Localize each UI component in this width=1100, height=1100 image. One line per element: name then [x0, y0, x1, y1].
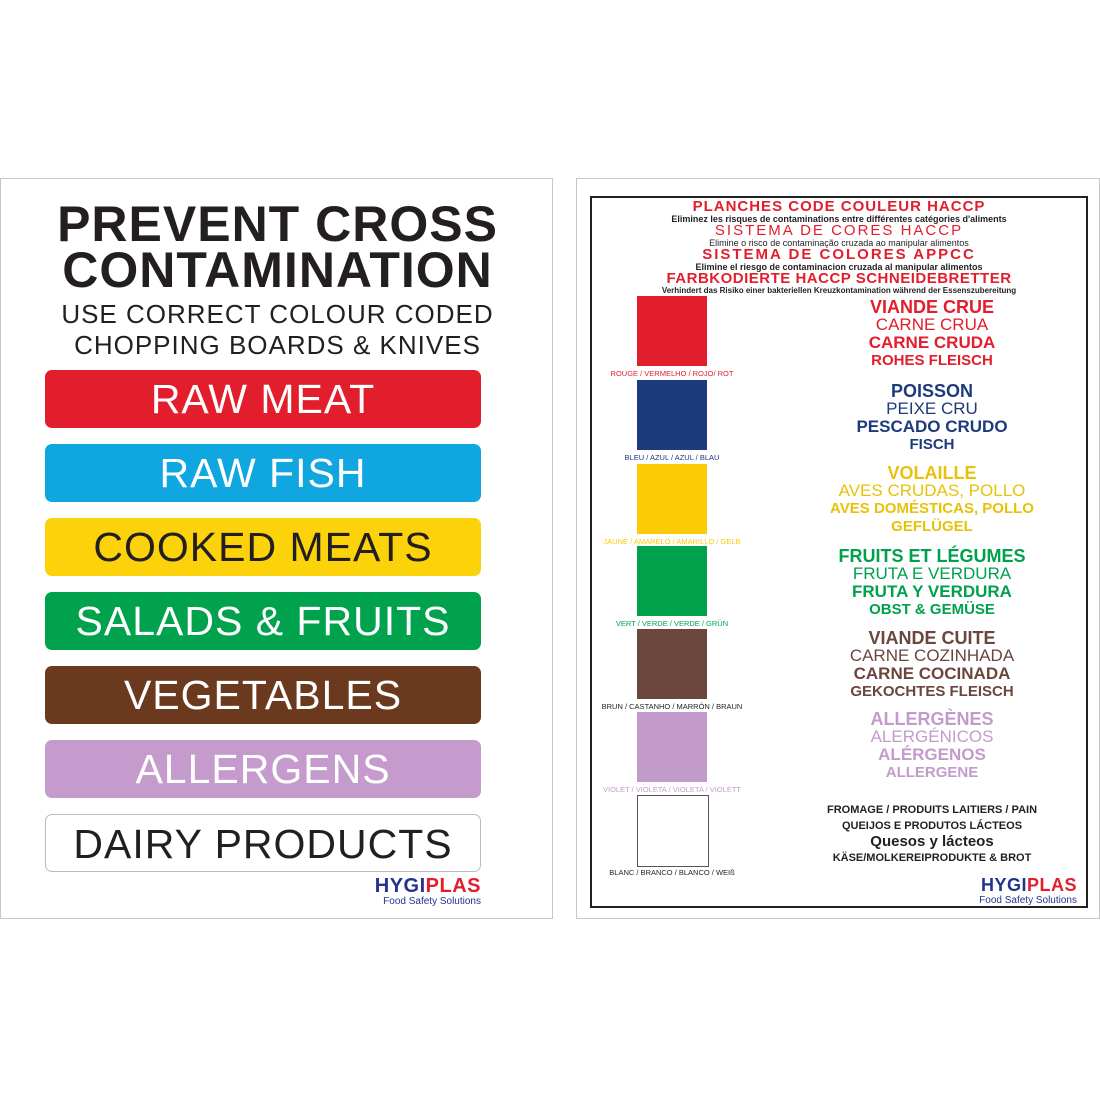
- heading-fr: PLANCHES CODE COULEUR HACCP: [692, 198, 986, 215]
- title-line-2: CONTAMINATION: [62, 242, 493, 298]
- category-text-line: GEFLÜGEL: [891, 518, 973, 535]
- swatch-label: ROUGE / VERMELHO / ROJO/ ROT: [610, 369, 734, 378]
- heading-es: SISTEMA DE COLORES APPCC: [702, 246, 976, 263]
- color-swatch: [637, 795, 709, 867]
- color-swatch: [637, 296, 707, 366]
- swatch-label: VERT / VERDE / VERDE / GRÜN: [615, 619, 729, 628]
- inner-border: PLANCHES CODE COULEUR HACCP Eliminez les…: [590, 196, 1088, 908]
- category-bar: SALADS & FRUITS: [45, 592, 481, 650]
- color-swatch: [637, 546, 707, 616]
- category-text-line: ALLERGÈNES: [870, 709, 994, 729]
- subheading-es: Elimine el riesgo de contaminacion cruza…: [695, 262, 983, 272]
- color-swatch: [637, 629, 707, 699]
- category-text-block: POISSON PEIXE CRU PESCADO CRUDO FISCH: [792, 382, 1072, 454]
- category-bar: DAIRY PRODUCTS: [45, 814, 481, 872]
- subheading-pt: Elimine o risco de contaminação cruzada …: [709, 238, 969, 248]
- color-swatch: [637, 464, 707, 534]
- category-text-line: FISCH: [909, 436, 955, 453]
- category-text-line: CARNE COZINHADA: [849, 646, 1015, 665]
- category-text-line: FRUTA E VERDURA: [852, 564, 1012, 583]
- category-text-line: POISSON: [890, 381, 974, 401]
- category-text-block: VIANDE CRUE CARNE CRUA CARNE CRUDA ROHES FL…: [792, 298, 1072, 370]
- subheading-fr: Eliminez les risques de contaminations e…: [671, 214, 1007, 224]
- category-text-block: VOLAILLE AVES CRUDAS, POLLO AVES DOMÉSTICA…: [792, 464, 1072, 536]
- category-text-line: FRUTA Y VERDURA: [852, 582, 1012, 601]
- color-swatch: [637, 380, 707, 450]
- category-text-line: QUEIJOS E PRODUTOS LÁCTEOS: [841, 820, 1023, 832]
- swatch-label: VIOLET / VIOLETA / VIOLETA / VIOLETT: [603, 785, 741, 794]
- category-text-block: VIANDE CUITE CARNE COZINHADA CARNE COCINAD…: [792, 629, 1072, 701]
- swatch-label: BRUN / CASTANHO / MARRÓN / BRAUN: [601, 702, 743, 711]
- category-text-line: PESCADO CRUDO: [856, 417, 1008, 436]
- subheading-de: Verhindert das Risiko einer bakteriellen…: [661, 286, 1017, 295]
- hygiplas-logo-right: HYGIPLAS Food Safety Solutions: [979, 875, 1077, 906]
- title-line-1: PREVENT CROSS: [57, 196, 498, 252]
- category-text-block: FROMAGE / PRODUITS LAITIERS / PAIN QUEIJO…: [792, 802, 1072, 866]
- left-poster: PREVENT CROSS CONTAMINATION USE CORRECT …: [0, 178, 553, 919]
- category-text-line: OBST & GEMÜSE: [869, 601, 995, 618]
- category-text-line: CARNE CRUDA: [868, 333, 996, 352]
- category-text-line: Quesos y lácteos: [870, 833, 994, 850]
- category-text-line: AVES DOMÉSTICAS, POLLO: [830, 500, 1034, 517]
- category-text-line: ALÉRGENOS: [878, 745, 986, 764]
- category-text-block: ALLERGÈNES ALERGÉNICOS ALÉRGENOS ALLERGENE: [792, 710, 1072, 782]
- swatch-label: JAUNE / AMARELO / AMARILLO / GELB: [603, 537, 741, 546]
- category-text-line: CARNE CRUA: [875, 315, 989, 334]
- category-bar: VEGETABLES: [45, 666, 481, 724]
- category-text-line: VOLAILLE: [887, 463, 977, 483]
- category-text-line: VIANDE CRUE: [869, 297, 994, 317]
- heading-de: FARBKODIERTE HACCP SCHNEIDEBRETTER: [666, 270, 1012, 287]
- category-text-line: AVES CRUDAS, POLLO: [838, 481, 1026, 500]
- subtitle-line-2: CHOPPING BOARDS & KNIVES: [74, 330, 481, 360]
- right-poster: PLANCHES CODE COULEUR HACCP Eliminez les…: [576, 178, 1100, 919]
- category-text-line: GEKOCHTES FLEISCH: [850, 683, 1014, 700]
- category-text-line: PEIXE CRU: [886, 399, 978, 418]
- heading-pt: SISTEMA DE CORES HACCP: [714, 222, 964, 239]
- color-swatch: [637, 712, 707, 782]
- category-text-line: ALERGÉNICOS: [870, 727, 994, 746]
- category-text-line: FROMAGE / PRODUITS LAITIERS / PAIN: [826, 804, 1038, 816]
- category-text-line: ALLERGENE: [885, 764, 979, 781]
- category-bar: ALLERGENS: [45, 740, 481, 798]
- hygiplas-logo: HYGIPLAS Food Safety Solutions: [374, 875, 481, 907]
- category-text-line: CARNE COCINADA: [853, 664, 1011, 683]
- category-text-line: ROHES FLEISCH: [871, 352, 993, 369]
- category-text-block: FRUITS ET LÉGUMES FRUTA E VERDURA FRUTA Y …: [792, 547, 1072, 619]
- multilingual-headings: PLANCHES CODE COULEUR HACCP Eliminez les…: [592, 198, 1086, 296]
- swatch-label: BLANC / BRANCO / BLANCO / WEIß: [609, 868, 735, 877]
- category-text-line: KÄSE/MOLKEREIPRODUKTE & BROT: [832, 852, 1032, 864]
- category-bar: RAW FISH: [45, 444, 481, 502]
- category-text-line: VIANDE CUITE: [868, 628, 996, 648]
- category-bar: COOKED MEATS: [45, 518, 481, 576]
- subtitle-line-1: USE CORRECT COLOUR CODED: [61, 299, 494, 329]
- swatch-label: BLEU / AZUL / AZUL / BLAU: [624, 453, 720, 462]
- category-text-line: FRUITS ET LÉGUMES: [838, 546, 1026, 566]
- category-bar: RAW MEAT: [45, 370, 481, 428]
